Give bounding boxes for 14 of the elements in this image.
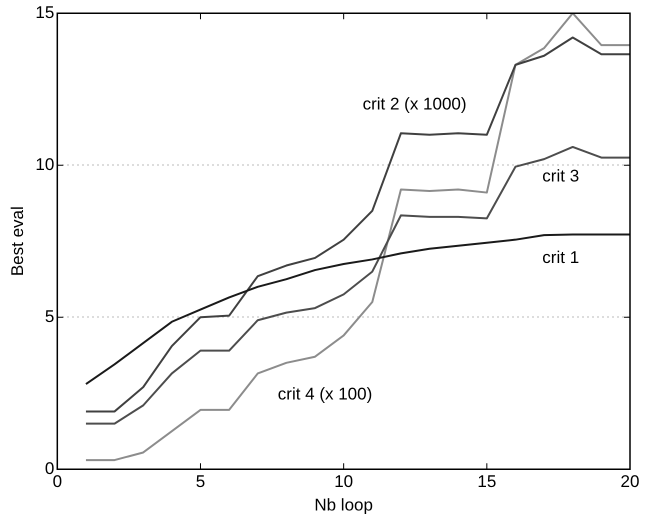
x-tick-label: 10	[334, 472, 354, 492]
x-tick-label: 20	[620, 472, 640, 492]
y-axis-title: Best eval	[8, 206, 27, 276]
series-label: crit 2 (x 1000)	[362, 94, 467, 114]
x-tick-label: 5	[196, 472, 206, 492]
y-tick-label: 15	[35, 2, 54, 22]
series-label: crit 3	[542, 166, 580, 186]
x-axis-title: Nb loop	[314, 495, 373, 514]
series-label: crit 4 (x 100)	[278, 384, 372, 404]
y-tick-label: 0	[44, 458, 54, 478]
series-label: crit 1	[542, 248, 580, 268]
x-tick-label: 15	[477, 472, 496, 492]
y-tick-label: 5	[44, 306, 54, 326]
y-tick-label: 10	[35, 154, 54, 174]
